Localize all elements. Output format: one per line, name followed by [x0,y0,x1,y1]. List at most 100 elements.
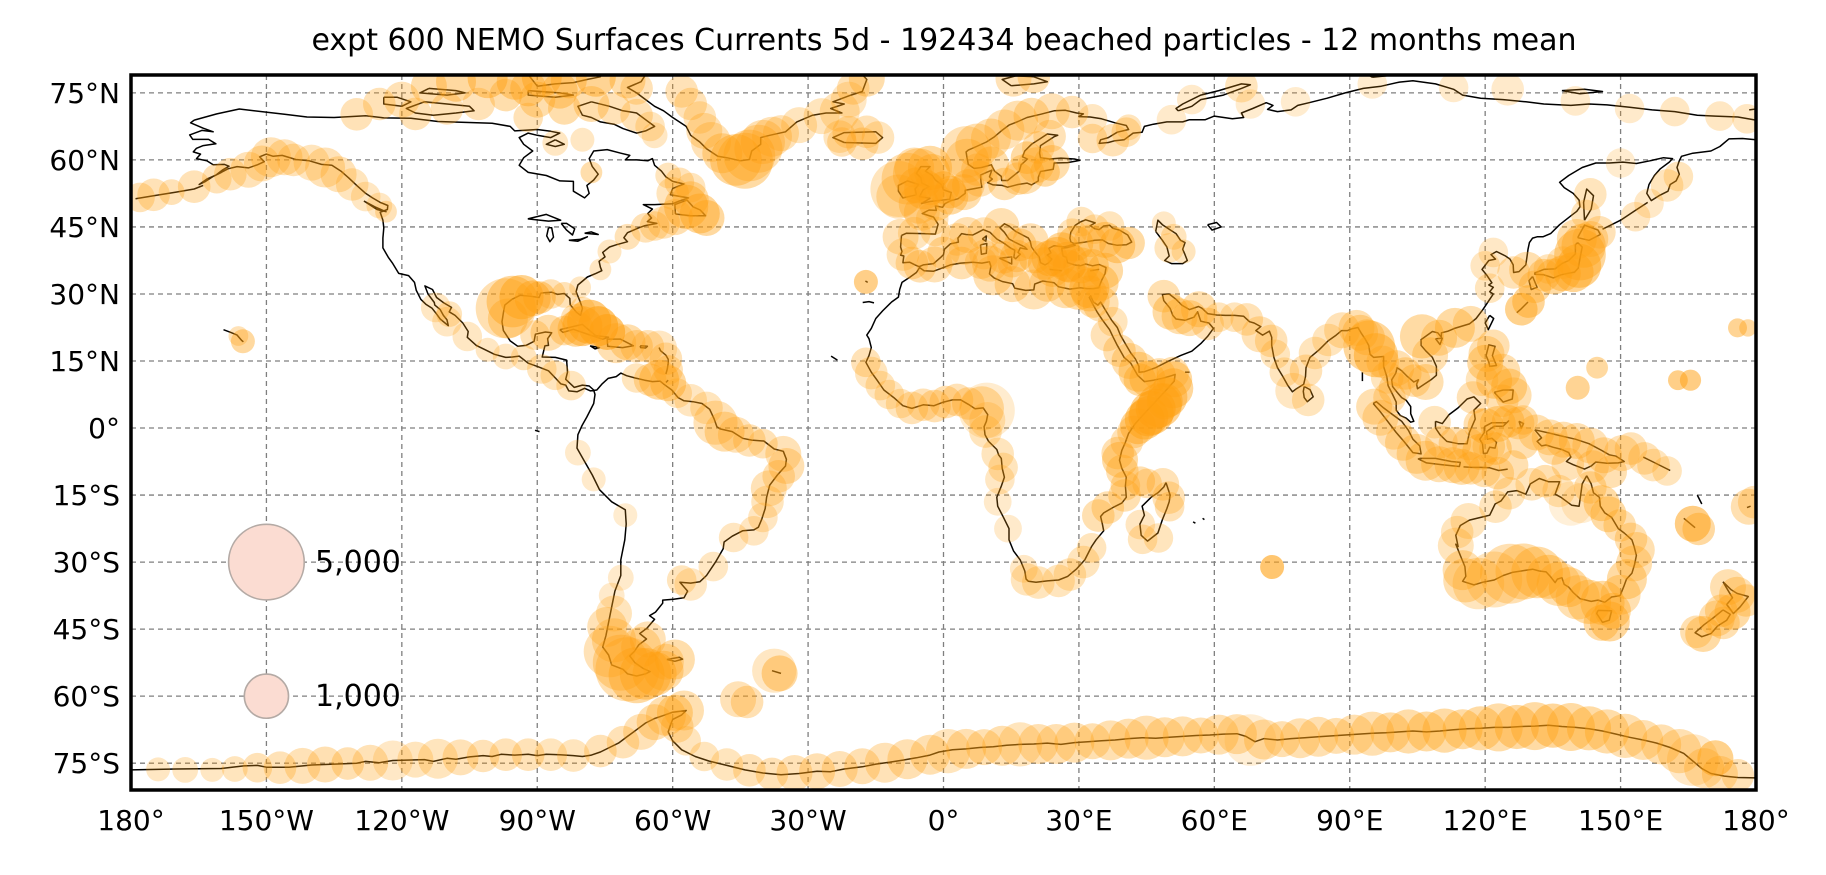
beached-particles-bubble [1076,533,1107,563]
beached-particles-bubble [629,621,666,658]
beached-particles-bubble [548,92,581,125]
beached-particles-bubble [202,163,232,194]
beached-particles-bubble [1143,523,1174,553]
beached-particles-bubble [607,564,634,591]
beached-particles-bubble [988,452,1018,483]
beached-particles-bubble [1641,724,1682,765]
beached-particles-bubble [1152,293,1189,330]
beached-particles-bubble [945,246,978,280]
beached-particles-bubble [1216,714,1257,755]
beached-particles-bubble [1099,227,1136,264]
beached-particles-bubble [1558,423,1595,459]
beached-particles-bubble [1013,97,1050,134]
coastline-path [534,429,540,433]
beached-particles-bubble [698,551,729,582]
beached-particles-bubble [944,138,990,183]
beached-particles-bubble [462,87,495,121]
coastline-path [1139,482,1171,542]
beached-particles-bubble [916,246,953,283]
beached-particles-bubble [335,168,369,201]
y-tick-label: 15°N [49,345,120,378]
beached-particles-bubble [1528,464,1562,498]
beached-particles-bubble [1479,490,1512,523]
beached-particles-bubble [1657,729,1702,774]
beached-particles-bubble [489,78,522,112]
beached-particles-bubble [1356,388,1393,425]
beached-particles-bubble [1373,381,1406,414]
beached-particles-bubble [1421,319,1458,356]
beached-particles-bubble [1018,147,1054,184]
beached-particles-bubble [242,752,273,783]
beached-particles-bubble [982,725,1023,766]
beached-particles-bubble [541,75,578,109]
beached-particles-bubble [1739,319,1756,337]
beached-particles-bubble [1452,305,1489,342]
beached-particles-bubble [1082,285,1119,322]
beached-particles-bubble [1501,406,1535,440]
beached-particles-bubble [730,685,764,719]
beached-particles-bubble [918,389,951,423]
beached-particles-bubble [1260,555,1285,579]
beached-particles-bubble [1156,104,1187,135]
beached-particles-bubble [523,281,556,314]
beached-particles-bubble [383,81,420,118]
beached-particles-bubble [1557,243,1602,288]
beached-particles-bubble [486,275,539,328]
beached-particles-bubble [1029,265,1066,302]
beached-particles-bubble [656,177,689,210]
beached-particles-bubble [961,153,994,186]
beached-particles-bubble [846,127,879,161]
beached-particles-bubble [1087,221,1124,258]
beached-particles-bubble [432,306,462,337]
beached-particles-bubble [983,208,1020,244]
beached-particles-bubble [1548,567,1589,608]
beached-particles-bubble [632,651,677,696]
coastline-path [1434,337,1444,346]
beached-particles-bubble [609,75,646,99]
beached-particles-bubble [1565,375,1590,400]
beached-particles-bubble [981,437,1014,471]
beached-particles-bubble [662,378,692,409]
coastline-path [1154,219,1189,265]
beached-particles-bubble [1667,734,1719,786]
beached-particles-bubble [1298,336,1332,370]
beached-particles-bubble [635,111,665,142]
legend-bubble [243,673,290,720]
coastline-path [1595,609,1613,624]
beached-particles-bubble [1123,363,1157,397]
beached-particles-bubble [1090,318,1124,352]
beached-particles-bubble [918,184,955,221]
bubble-layer [131,75,1756,790]
beached-particles-bubble [1181,291,1217,328]
beached-particles-bubble [1505,292,1538,326]
beached-particles-bubble [320,156,357,193]
beached-particles-bubble [1530,703,1575,748]
beached-particles-bubble [514,280,551,317]
beached-particles-bubble [587,606,628,647]
beached-particles-bubble [752,648,797,693]
beached-particles-bubble [690,391,723,425]
beached-particles-bubble [656,694,693,731]
beached-particles-bubble [1399,314,1445,359]
beached-particles-bubble [1144,717,1185,758]
beached-particles-bubble [1087,252,1124,289]
beached-particles-bubble [487,298,528,339]
beached-particles-bubble [609,324,646,361]
beached-particles-bubble [496,75,533,100]
beached-particles-bubble [1443,558,1488,603]
coastline-path [865,80,1756,583]
beached-particles-bubble [1555,575,1600,620]
beached-particles-bubble [1463,408,1497,441]
coastline-path [1302,385,1314,403]
beached-particles-bubble [1418,405,1451,439]
beached-particles-bubble [1370,712,1411,753]
beached-particles-bubble [584,734,617,768]
beached-particles-bubble [776,755,813,790]
beached-particles-bubble [1586,356,1608,379]
beached-particles-bubble [1506,426,1539,460]
beached-particles-bubble [649,342,683,376]
beached-particles-bubble [1719,576,1755,613]
beached-particles-bubble [983,487,1012,516]
beached-particles-bubble [1343,320,1395,373]
beached-particles-bubble [1491,75,1524,106]
